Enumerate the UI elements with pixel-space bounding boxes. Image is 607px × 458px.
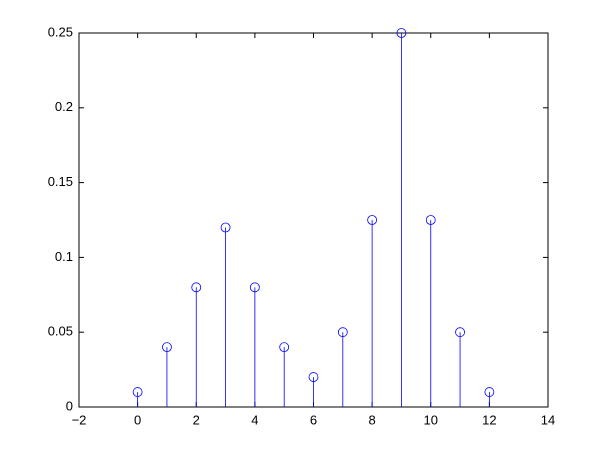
y-tick-label: 0.1: [55, 249, 73, 264]
stem-marker: [191, 282, 202, 293]
x-tick-label: 10: [424, 412, 438, 427]
stem-marker: [337, 327, 348, 338]
stem-marker: [220, 222, 231, 233]
y-tick-label: 0.05: [48, 324, 73, 339]
x-tick-label: 4: [251, 412, 258, 427]
x-tick-label: 14: [541, 412, 555, 427]
stem-marker: [162, 342, 172, 353]
x-tick-label: −2: [72, 412, 87, 427]
stem-marker: [455, 327, 465, 338]
x-tick-label: 6: [310, 412, 317, 427]
stem-marker: [308, 372, 319, 382]
y-tick-label: 0.15: [48, 174, 73, 189]
x-tick-label: 2: [193, 412, 200, 427]
stem-marker: [279, 342, 290, 353]
stem-marker: [367, 215, 378, 225]
x-tick-label: 12: [482, 412, 496, 427]
y-tick-label: 0: [66, 398, 73, 413]
stem-marker: [132, 387, 143, 397]
y-tick-label: 0.25: [48, 24, 73, 39]
stem-marker: [249, 282, 260, 293]
x-tick-label: 0: [134, 412, 141, 427]
stem-marker: [396, 28, 407, 38]
y-tick-label: 0.2: [55, 99, 73, 114]
stem-marker: [425, 215, 436, 225]
x-tick-label: 8: [369, 412, 376, 427]
stem-marker: [484, 387, 495, 397]
